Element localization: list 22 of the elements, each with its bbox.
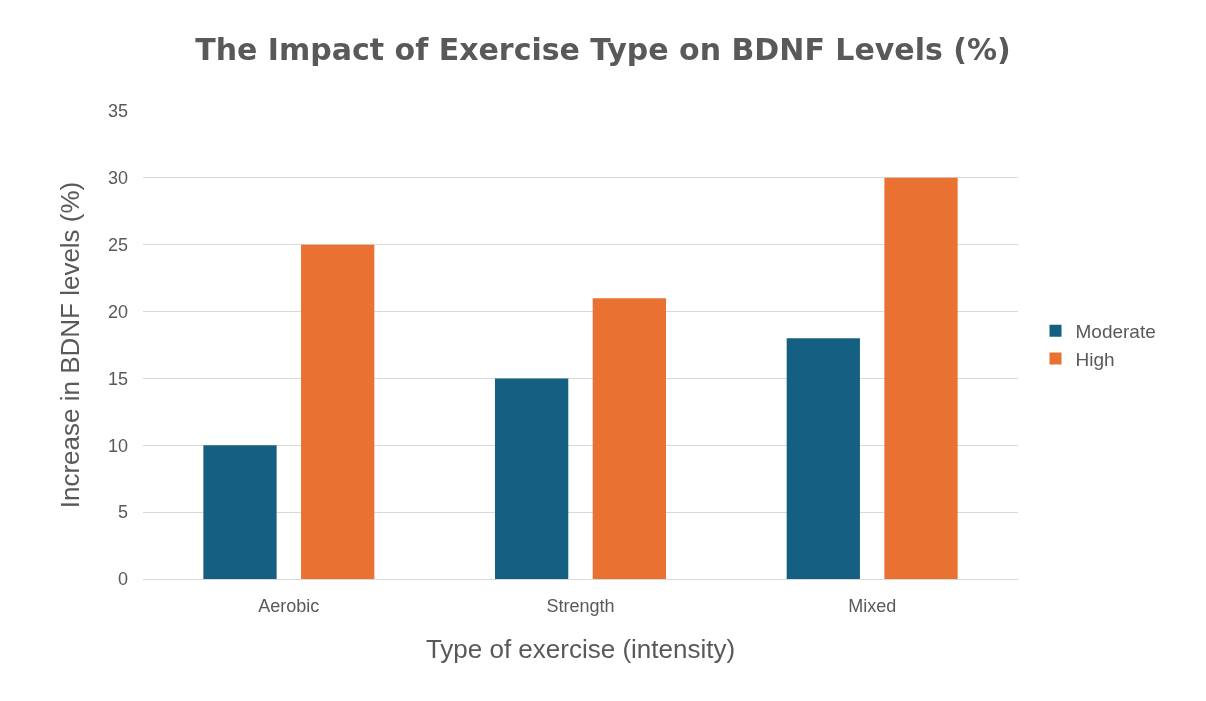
y-tick-label: 0: [117, 569, 128, 590]
y-tick-label: 20: [107, 301, 128, 322]
y-tick-label: 30: [107, 168, 128, 189]
y-tick-label: 10: [107, 435, 128, 456]
chart-title: The Impact of Exercise Type on BDNF Levels (%): [195, 31, 1011, 67]
bar: [884, 177, 958, 579]
x-tick-label: Aerobic: [258, 595, 320, 616]
x-tick-label: Strength: [546, 595, 615, 616]
x-axis-title: Type of exercise (intensity): [425, 634, 736, 665]
y-tick-label: 5: [117, 502, 128, 523]
bar: [301, 244, 375, 579]
bar: [203, 445, 277, 579]
y-axis-title: Increase in BDNF levels (%): [55, 181, 86, 509]
y-tick-label: 35: [107, 101, 128, 122]
bar: [786, 338, 860, 579]
y-tick-label: 15: [107, 368, 128, 389]
x-tick-label: Mixed: [848, 595, 897, 616]
bar: [592, 298, 666, 579]
bar: [495, 378, 569, 579]
legend-label: Moderate: [1075, 321, 1156, 343]
legend-label: High: [1075, 348, 1115, 370]
y-tick-label: 25: [107, 235, 128, 256]
